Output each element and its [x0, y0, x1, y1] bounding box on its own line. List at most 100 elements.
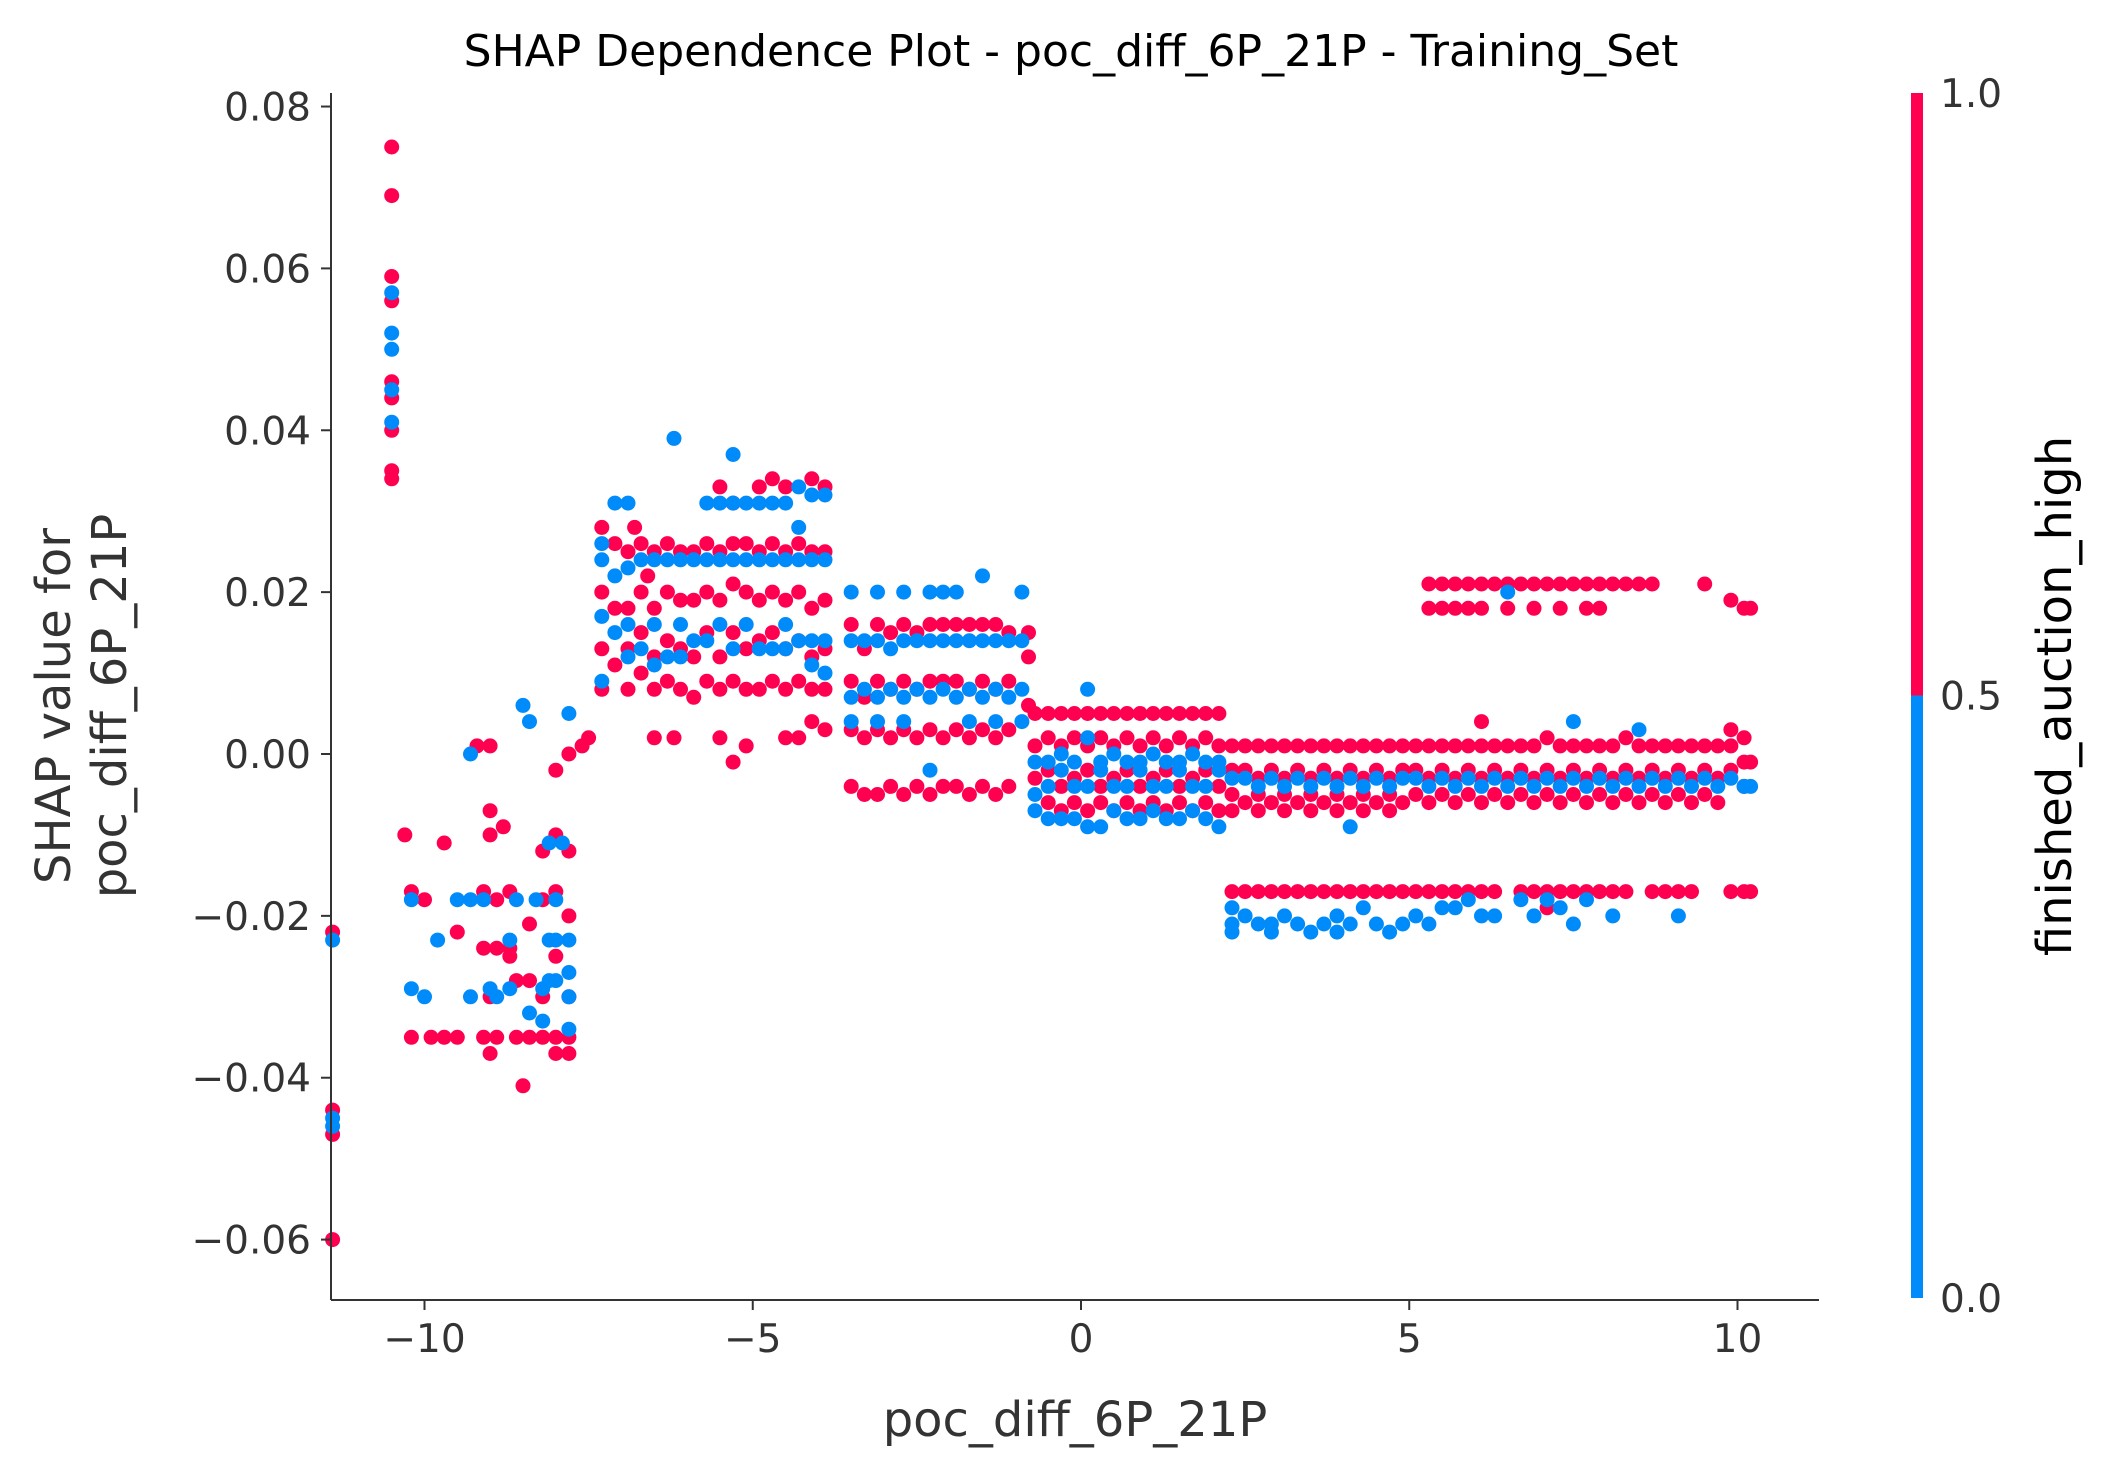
- scatter-point: [607, 568, 623, 584]
- scatter-point: [1723, 722, 1739, 738]
- scatter-point: [948, 673, 964, 689]
- y-tick-label: 0.06: [224, 247, 311, 292]
- scatter-point: [988, 633, 1004, 649]
- scatter-point: [1565, 770, 1581, 786]
- scatter-point: [1316, 916, 1332, 932]
- scatter-point: [1001, 689, 1017, 705]
- scatter-point: [712, 552, 728, 568]
- y-tick-label: 0.08: [224, 86, 311, 131]
- scatter-point: [883, 730, 899, 746]
- scatter-point: [975, 633, 990, 649]
- scatter-point: [804, 681, 820, 697]
- scatter-point: [1382, 803, 1398, 819]
- scatter-point: [673, 681, 688, 697]
- scatter-point: [620, 600, 636, 616]
- scatter-point: [712, 730, 728, 746]
- scatter-point: [738, 552, 754, 568]
- x-tick-label: 0: [1069, 1317, 1094, 1362]
- scatter-point: [1080, 706, 1096, 721]
- scatter-point: [1500, 600, 1516, 616]
- scatter-point: [640, 568, 656, 584]
- scatter-point: [817, 633, 833, 649]
- scatter-point: [1211, 706, 1227, 721]
- scatter-point: [607, 625, 623, 641]
- scatter-point: [1382, 884, 1398, 900]
- scatter-point: [1172, 762, 1187, 778]
- scatter-point: [778, 479, 794, 495]
- scatter-point: [561, 908, 577, 924]
- scatter-point: [1342, 884, 1358, 900]
- scatter-point: [1080, 681, 1096, 697]
- scatter-point: [403, 981, 419, 997]
- scatter-point: [1605, 884, 1621, 900]
- scatter-point: [988, 714, 1004, 730]
- scatter-point: [489, 940, 505, 956]
- scatter-point: [384, 285, 400, 301]
- scatter-point: [883, 778, 899, 794]
- scatter-point: [1303, 803, 1319, 819]
- scatter-point: [686, 633, 702, 649]
- scatter-point: [1277, 803, 1292, 819]
- scatter-point: [961, 633, 977, 649]
- scatter-point: [673, 592, 688, 608]
- scatter-point: [1736, 730, 1752, 746]
- scatter-point: [1198, 706, 1214, 721]
- scatter-point: [896, 689, 912, 705]
- scatter-point: [1277, 738, 1292, 754]
- scatter-point: [1631, 738, 1647, 754]
- scatter-point: [1539, 730, 1555, 746]
- scatter-point: [1565, 884, 1581, 900]
- scatter-point: [1447, 778, 1463, 794]
- scatter-point: [1066, 706, 1082, 721]
- scatter-point: [1106, 746, 1122, 762]
- scatter-point: [646, 617, 662, 632]
- scatter-point: [975, 689, 990, 705]
- scatter-point: [843, 584, 859, 600]
- scatter-point: [1119, 795, 1135, 811]
- scatter-point: [397, 827, 413, 843]
- scatter-point: [659, 552, 675, 568]
- scatter-point: [1277, 778, 1292, 794]
- scatter-point: [633, 536, 649, 552]
- scatter-point: [561, 1046, 577, 1061]
- scatter-point: [607, 600, 623, 616]
- scatter-point: [725, 495, 741, 511]
- x-tick-label: 10: [1713, 1317, 1763, 1362]
- scatter-point: [778, 552, 794, 568]
- scatter-point: [1743, 754, 1759, 770]
- scatter-point: [384, 139, 400, 155]
- scatter-point: [646, 657, 662, 673]
- scatter-point: [856, 730, 872, 746]
- scatter-point: [1093, 730, 1109, 746]
- scatter-point: [535, 1013, 551, 1029]
- scatter-point: [1579, 778, 1594, 794]
- scatter-point: [1434, 884, 1450, 900]
- scatter-point: [725, 641, 741, 657]
- colorbar-tick-label: 0.5: [1940, 675, 2002, 720]
- scatter-point: [1684, 795, 1699, 811]
- scatter-point: [1592, 600, 1608, 616]
- scatter-point: [1552, 900, 1568, 916]
- scatter-point: [535, 981, 551, 997]
- scatter-point: [1355, 738, 1371, 754]
- scatter-point: [449, 1029, 465, 1045]
- scatter-point: [1224, 884, 1240, 900]
- scatter-point: [1565, 787, 1581, 802]
- scatter-point: [1027, 770, 1043, 786]
- scatter-point: [988, 617, 1004, 632]
- scatter-point: [817, 487, 833, 503]
- scatter-point: [909, 681, 925, 697]
- scatter-point: [482, 803, 498, 819]
- scatter-point: [548, 932, 564, 948]
- scatter-point: [1644, 884, 1660, 900]
- scatter-point: [1263, 884, 1279, 900]
- y-tick-label: 0.02: [224, 571, 311, 616]
- scatter-point: [508, 892, 524, 908]
- scatter-point: [1014, 681, 1030, 697]
- scatter-point: [843, 617, 859, 632]
- scatter-point: [522, 1005, 537, 1021]
- scatter-point: [1526, 600, 1542, 616]
- scatter-point: [1684, 884, 1699, 900]
- scatter-point: [778, 617, 794, 632]
- scatter-point: [1250, 778, 1266, 794]
